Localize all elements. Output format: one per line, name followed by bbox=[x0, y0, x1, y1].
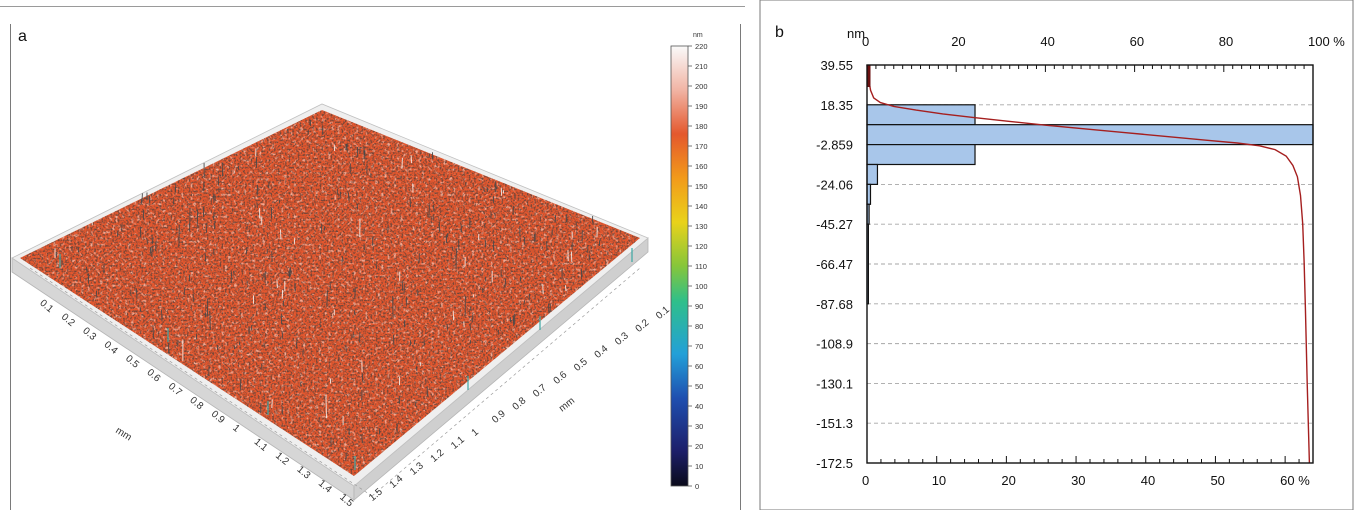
histogram-bar bbox=[866, 104, 976, 126]
x-top-tick-label: 80 bbox=[1219, 34, 1233, 49]
histogram-bar bbox=[866, 124, 1314, 146]
colorbar-tick-label: 50 bbox=[695, 382, 703, 391]
right-axis-tick-label: 1.3 bbox=[408, 460, 426, 478]
x-bottom-tick-label: 10 bbox=[932, 473, 946, 488]
x-bottom-tick-label: 30 bbox=[1071, 473, 1085, 488]
colorbar-tick-label: 210 bbox=[695, 62, 708, 71]
right-axis-tick-label: 0.1 bbox=[654, 304, 672, 322]
surface-3d-plot: 0.10.20.30.40.50.60.70.80.911.11.21.31.4… bbox=[11, 32, 708, 510]
panel-a-letter: a bbox=[18, 28, 27, 45]
right-axis-tick-label: 0.4 bbox=[593, 343, 611, 361]
colorbar-tick-label: 60 bbox=[695, 362, 703, 371]
colorbar-tick-label: 140 bbox=[695, 202, 708, 211]
surface-spikes bbox=[54, 119, 633, 470]
histogram-bar bbox=[866, 143, 976, 166]
y-tick-label: -130.1 bbox=[816, 376, 853, 391]
colorbar-tick-label: 180 bbox=[695, 122, 708, 131]
panel-b-frame bbox=[759, 0, 1354, 510]
colorbar-tick-label: 150 bbox=[695, 182, 708, 191]
right-axis-tick-label: 0.3 bbox=[613, 330, 631, 348]
base-grid-lines bbox=[29, 267, 641, 497]
x-top-tick-label: 0 bbox=[862, 34, 869, 49]
y-tick-label: -45.27 bbox=[816, 217, 853, 232]
left-axis-tick-label: 0.1 bbox=[37, 298, 55, 316]
panel-b: b nm 39.55 18.35 -2.859 -24.06 -45.27 -66.47 -… bbox=[758, 0, 1355, 510]
x-bottom-tick-label: 50 bbox=[1210, 473, 1224, 488]
colorbar-tick-label: 170 bbox=[695, 142, 708, 151]
panel-a-top-border bbox=[0, 6, 745, 7]
colorbar-unit: nm bbox=[693, 32, 703, 39]
colorbar-tick-label: 40 bbox=[695, 402, 703, 411]
colorbar-tick-label: 20 bbox=[695, 442, 703, 451]
colorbar-tick-label: 130 bbox=[695, 222, 708, 231]
panel-b-letter: b bbox=[775, 24, 784, 41]
right-axis-tick-label: 0.2 bbox=[634, 317, 652, 335]
right-axis-tick-label: 0.8 bbox=[511, 395, 529, 413]
y-tick-label: -108.9 bbox=[816, 337, 853, 352]
chart-axes: 39.55 18.35 -2.859 -24.06 -45.27 -66.47 -87.68… bbox=[816, 34, 1345, 488]
right-axis-tick-label: 1.5 bbox=[367, 486, 385, 504]
colorbar bbox=[670, 45, 689, 487]
colorbar-tick-label: 120 bbox=[695, 242, 708, 251]
left-axis-tick-label: 0.2 bbox=[59, 312, 77, 330]
y-tick-label: -151.3 bbox=[816, 416, 853, 431]
colorbar-tick-label: 220 bbox=[695, 42, 708, 51]
y-tick-label: -66.47 bbox=[816, 257, 853, 272]
surface-texture-dark bbox=[20, 110, 640, 476]
colorbar-tick-label: 0 bbox=[695, 482, 699, 491]
y-unit-label: nm bbox=[847, 26, 865, 41]
cumulative-curve bbox=[866, 64, 1311, 464]
colorbar-tick-label: 10 bbox=[695, 462, 703, 471]
right-axis-tick-label: 0.6 bbox=[552, 369, 570, 387]
left-axis-tick-label: 1 bbox=[230, 423, 242, 435]
right-axis-tick-label: 0.5 bbox=[572, 356, 590, 374]
height-distribution-chart: nm 39.55 18.35 -2.859 -24.06 -45.27 -66.47 -87… bbox=[759, 0, 1354, 510]
right-axis-tick-label: 1.4 bbox=[388, 473, 406, 491]
y-tick-label: 18.35 bbox=[820, 98, 853, 113]
x-bottom-tick-label: 40 bbox=[1141, 473, 1155, 488]
x-top-tick-label: 20 bbox=[951, 34, 965, 49]
colorbar-tick-label: 200 bbox=[695, 82, 708, 91]
histogram-bar bbox=[866, 163, 879, 185]
right-axis-tick-label: 1 bbox=[470, 427, 482, 439]
right-axis-tick-label: 0.9 bbox=[490, 408, 508, 426]
colorbar-tick-label: 160 bbox=[695, 162, 708, 171]
x-top-tick-label: 100 % bbox=[1308, 34, 1345, 49]
x-bottom-tick-label: 20 bbox=[1001, 473, 1015, 488]
colorbar-tick-label: 100 bbox=[695, 282, 708, 291]
y-tick-label: -24.06 bbox=[816, 177, 853, 192]
x-top-tick-label: 40 bbox=[1040, 34, 1054, 49]
panel-a-right-border bbox=[740, 24, 741, 510]
y-tick-label: -172.5 bbox=[816, 456, 853, 471]
right-axis-tick-label: 0.7 bbox=[531, 382, 549, 400]
colorbar-tick-label: 70 bbox=[695, 342, 703, 351]
x-bottom-tick-label: 60 % bbox=[1280, 473, 1310, 488]
right-axis-label: mm bbox=[557, 395, 577, 414]
colorbar-tick-label: 80 bbox=[695, 322, 703, 331]
right-axis-tick-label: 1.2 bbox=[429, 447, 447, 465]
x-bottom-tick-label: 0 bbox=[862, 473, 869, 488]
colorbar-tick-label: 90 bbox=[695, 302, 703, 311]
x-top-tick-label: 60 bbox=[1130, 34, 1144, 49]
left-axis-label: mm bbox=[113, 425, 133, 443]
y-tick-label: -2.859 bbox=[816, 138, 853, 153]
y-tick-label: 39.55 bbox=[820, 58, 853, 73]
panel-a-left-border bbox=[10, 24, 11, 510]
colorbar-tick-label: 30 bbox=[695, 422, 703, 431]
right-axis-tick-label: 1.1 bbox=[449, 434, 467, 452]
colorbar-ticks: 2202102001901801701601501401301201101009… bbox=[688, 42, 708, 491]
panel-a: a bbox=[0, 6, 745, 510]
y-tick-label: -87.68 bbox=[816, 297, 853, 312]
cumulative-curve-line bbox=[866, 64, 1311, 464]
colorbar-tick-label: 110 bbox=[695, 262, 707, 271]
histogram-bars bbox=[866, 104, 1314, 305]
colorbar-tick-label: 190 bbox=[695, 102, 708, 111]
